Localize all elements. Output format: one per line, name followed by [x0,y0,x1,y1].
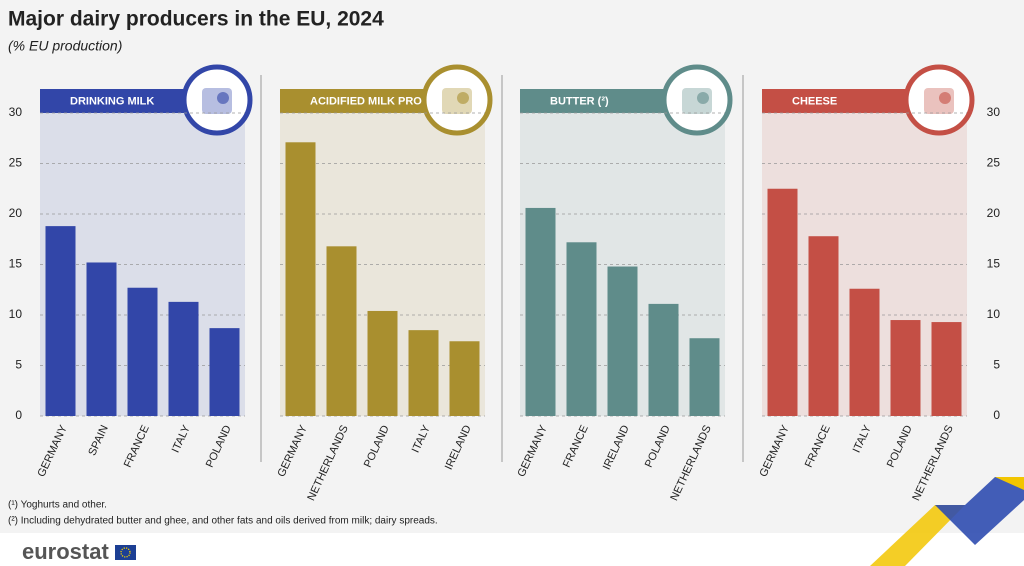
bar [890,320,921,416]
bar [808,236,839,416]
panel-title: DRINKING MILK [70,95,154,107]
bar [367,310,398,416]
bar [209,328,240,416]
panel-title: CHEESE [792,95,837,107]
y-tick-label: 25 [9,156,23,170]
bar [86,262,117,416]
logo-text: eurostat [22,539,109,564]
y-tick-label: 10 [987,307,1001,321]
y-tick-label: 10 [9,307,23,321]
decor [935,477,1024,545]
bar [689,338,720,416]
icon-shape [697,92,709,104]
eu-stars [120,547,131,558]
footer [0,533,1024,566]
icon-shape [217,92,229,104]
eu-flag [115,545,136,560]
bar [285,142,316,417]
y-tick-label: 25 [987,156,1001,170]
chart-subtitle: (% EU production) [8,38,122,54]
icon-shape [939,92,951,104]
panel-title: BUTTER (²) [550,95,609,107]
icon-ring [421,64,493,136]
y-tick-label: 0 [993,408,1000,422]
y-tick-label: 30 [9,105,23,119]
y-tick-label: 15 [9,257,23,271]
bar [168,301,199,416]
footnote: (²) Including dehydrated butter and ghee… [8,516,438,527]
y-tick-label: 5 [15,358,22,372]
bar [648,303,679,416]
y-tick-label: 5 [993,358,1000,372]
bar [931,322,962,416]
decor [995,477,1024,490]
bar [525,207,556,416]
bar [849,288,880,416]
icon-ring [903,64,975,136]
bar [326,246,357,416]
y-tick-label: 15 [987,257,1001,271]
chart-title: Major dairy producers in the EU, 2024 [8,8,384,31]
bar [449,341,480,416]
bar [127,287,158,416]
bar [45,226,76,416]
bar [767,188,798,416]
bar [408,330,439,416]
icon-ring [181,64,253,136]
y-tick-label: 20 [9,206,23,220]
y-tick-label: 30 [987,105,1001,119]
decor [870,505,965,566]
icon-shape [457,92,469,104]
bar [607,266,638,416]
y-tick-label: 20 [987,206,1001,220]
y-tick-label: 0 [15,408,22,422]
bar [566,242,597,416]
footnote: (¹) Yoghurts and other. [8,500,107,511]
icon-ring [661,64,733,136]
